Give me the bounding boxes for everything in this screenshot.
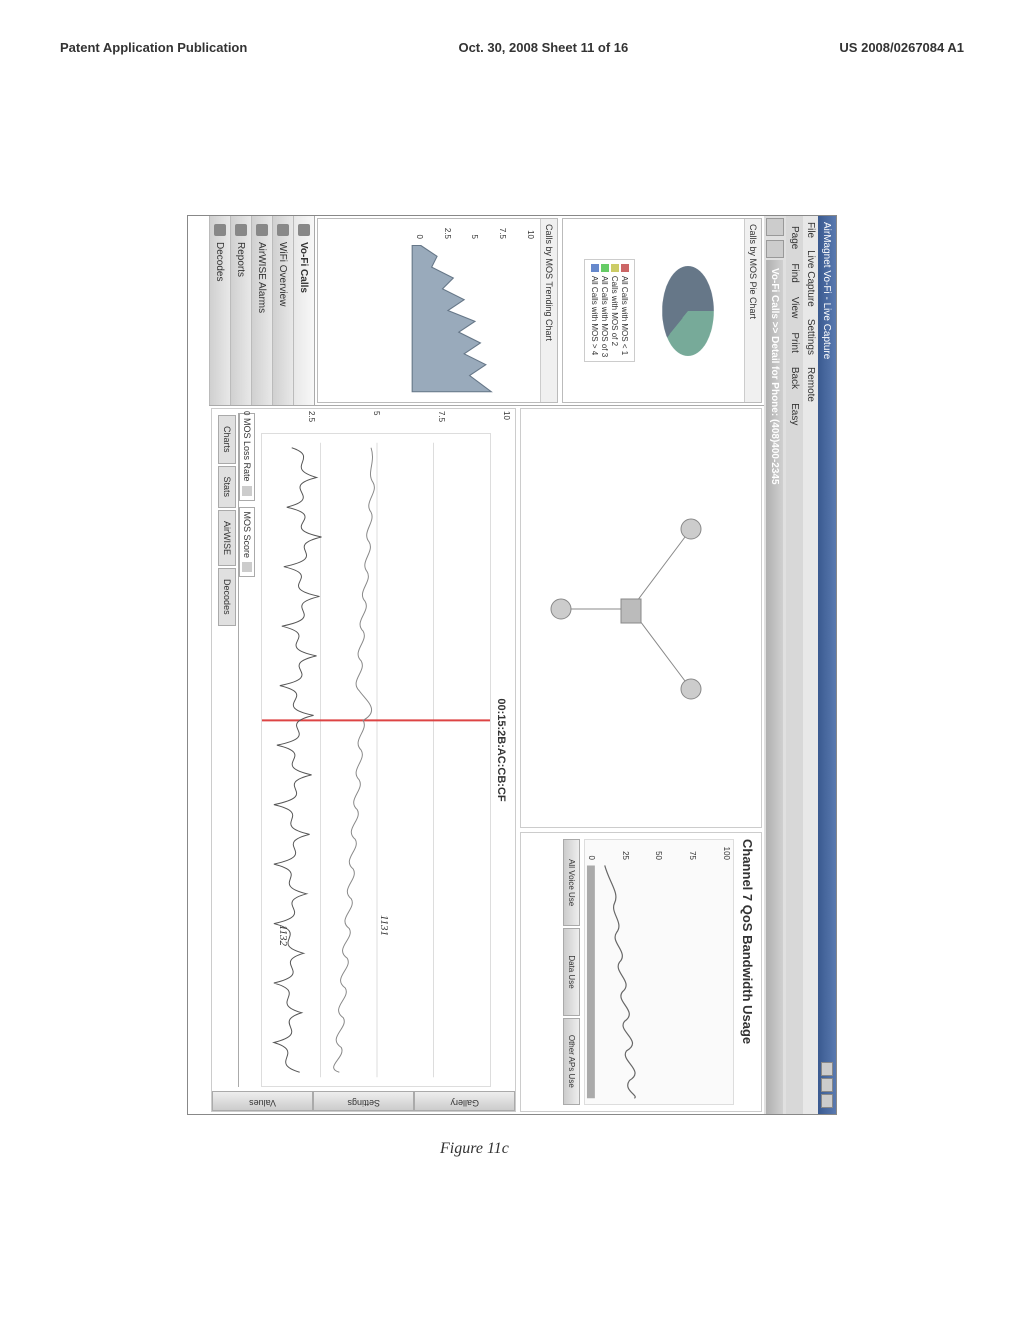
nav-airwise-alarms[interactable]: AirWISE Alarms	[251, 216, 272, 405]
legend-label: All Calls with MOS of 3	[601, 276, 610, 357]
alarm-icon	[256, 224, 268, 236]
menu-file[interactable]: File	[805, 222, 816, 238]
nav-wifi-overview[interactable]: WiFi Overview	[272, 216, 293, 405]
titlebar: AirMagnet Vo-Fi - Live Capture	[818, 216, 836, 1114]
bottom-tabs: Charts Stats AirWISE Decodes	[216, 413, 239, 1087]
tb-page[interactable]: Page	[788, 222, 801, 253]
detail-waveforms	[262, 434, 490, 1086]
pie-legend: All Calls with MOS < 1 Calls with MOS of…	[585, 259, 636, 362]
pie-title: Calls by MOS Pie Chart	[744, 219, 761, 402]
trend-title: Calls by MOS Trending Chart	[540, 219, 557, 402]
side-tab-settings[interactable]: Settings	[313, 1091, 414, 1111]
close-button[interactable]	[821, 1094, 833, 1108]
annotation-1131: 1131	[378, 915, 390, 936]
bw-btn-other[interactable]: Other APs Use	[563, 1018, 580, 1105]
detail-chart: 1131 1132	[261, 433, 491, 1087]
back-button[interactable]	[766, 218, 784, 236]
maximize-button[interactable]	[821, 1078, 833, 1092]
bw-chart: 100 75 50 25 0	[584, 839, 734, 1105]
page-header: Patent Application Publication Oct. 30, …	[60, 40, 964, 55]
figure-label: Figure 11c	[440, 1140, 509, 1158]
detail-mac: 00:15:2B:AC:CB:CF	[495, 413, 507, 1087]
report-icon	[235, 224, 247, 236]
bw-btn-voice[interactable]: All Voice Use	[563, 839, 580, 926]
detail-panel: 00:15:2B:AC:CB:CF 10 7.5 5 2.5 0	[211, 408, 516, 1112]
legend-swatch	[591, 264, 599, 272]
nav-decodes[interactable]: Decodes	[209, 216, 230, 405]
app-window: AirMagnet Vo-Fi - Live Capture File Live…	[187, 215, 837, 1115]
chevron-down-icon	[242, 486, 252, 496]
bw-title: Channel 7 QoS Bandwidth Usage	[740, 839, 755, 1105]
topology-panel	[520, 408, 762, 828]
tab-decodes[interactable]: Decodes	[218, 568, 236, 626]
header-right: US 2008/0267084 A1	[839, 40, 964, 55]
left-sidebar: Calls by MOS Pie Chart All Calls with MO…	[209, 216, 764, 406]
bw-btn-data[interactable]: Data Use	[563, 928, 580, 1015]
phone-icon	[298, 224, 310, 236]
legend-swatch	[601, 264, 609, 272]
tb-easy[interactable]: Easy	[788, 399, 801, 429]
wifi-icon	[277, 224, 289, 236]
trend-chart-panel: Calls by MOS Trending Chart 10 7.5 5 2.5…	[317, 218, 558, 403]
detail-y-axis: 10 7.5 5 2.5 0	[242, 411, 511, 427]
tb-back[interactable]: Back	[788, 363, 801, 393]
toolbar: Page Find View Print Back Easy	[786, 216, 803, 1114]
legend-swatch	[621, 264, 629, 272]
topology-diagram	[521, 409, 761, 827]
side-tab-values[interactable]: Values	[212, 1091, 313, 1111]
trend-area-chart	[410, 219, 540, 402]
menu-remote[interactable]: Remote	[805, 367, 816, 402]
dropdown-mos-score[interactable]: MOS Score	[239, 507, 255, 578]
header-center: Oct. 30, 2008 Sheet 11 of 16	[458, 40, 628, 55]
tb-print[interactable]: Print	[788, 328, 801, 357]
tab-charts[interactable]: Charts	[218, 415, 236, 464]
breadcrumb: Vo-Fi Calls >> Detail for Phone: (408)40…	[767, 260, 784, 1114]
forward-button[interactable]	[766, 240, 784, 258]
side-tabs: Gallery Settings Values	[212, 1091, 515, 1111]
chevron-down-icon	[242, 562, 252, 572]
nav-section: Vo-Fi Calls WiFi Overview AirWISE Alarms…	[209, 216, 315, 405]
pie-chart-panel: Calls by MOS Pie Chart All Calls with MO…	[562, 218, 762, 403]
breadcrumb-bar: Vo-Fi Calls >> Detail for Phone: (408)40…	[764, 216, 786, 1114]
nav-reports[interactable]: Reports	[230, 216, 251, 405]
menubar: File Live Capture Settings Remote	[803, 216, 818, 1114]
nav-vofi-calls[interactable]: Vo-Fi Calls	[293, 216, 314, 405]
legend-label: All Calls with MOS > 4	[591, 276, 600, 355]
tb-view[interactable]: View	[788, 293, 801, 323]
decode-icon	[214, 224, 226, 236]
menu-settings[interactable]: Settings	[805, 319, 816, 355]
header-left: Patent Application Publication	[60, 40, 247, 55]
tab-airwise[interactable]: AirWISE	[218, 510, 236, 566]
minimize-button[interactable]	[821, 1062, 833, 1076]
pie-chart	[663, 266, 715, 356]
window-title: AirMagnet Vo-Fi - Live Capture	[822, 222, 833, 359]
bandwidth-panel: Channel 7 QoS Bandwidth Usage 100 75 50 …	[520, 832, 762, 1112]
annotation-1132: 1132	[277, 925, 289, 946]
tab-stats[interactable]: Stats	[218, 466, 236, 509]
side-tab-gallery[interactable]: Gallery	[414, 1091, 515, 1111]
legend-label: Calls with MOS of 2	[611, 276, 620, 346]
legend-label: All Calls with MOS < 1	[621, 276, 630, 355]
menu-capture[interactable]: Live Capture	[805, 250, 816, 307]
bw-waveform	[585, 840, 733, 1104]
legend-swatch	[611, 264, 619, 272]
tb-find[interactable]: Find	[788, 259, 801, 286]
